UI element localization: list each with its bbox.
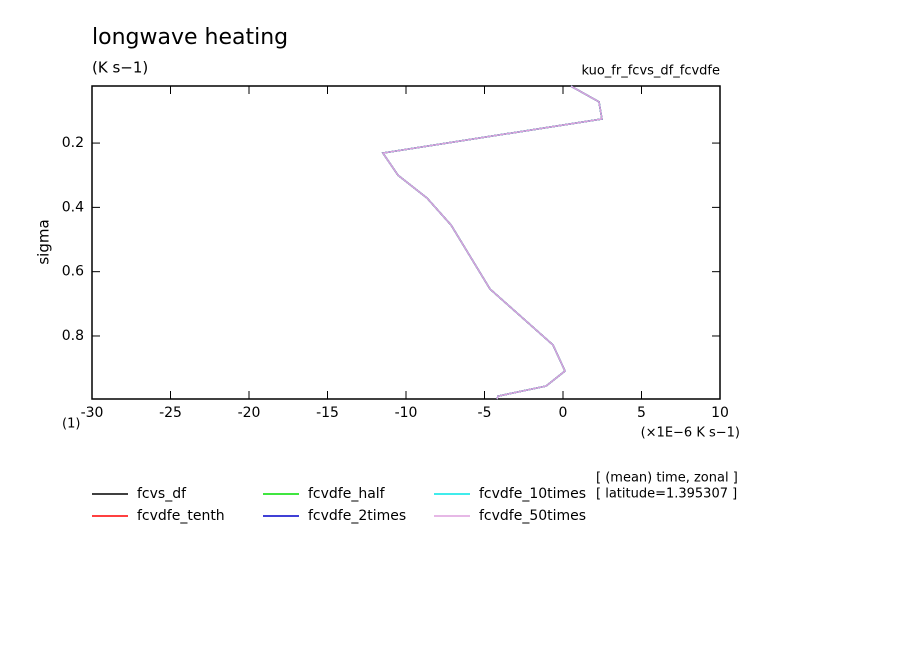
x-tick-label: -25: [159, 405, 182, 421]
annotation: [ (mean) time, zonal ]: [596, 471, 738, 486]
series-line: [381, 85, 603, 400]
y-tick-label: 0.6: [62, 264, 84, 280]
legend-label: fcvs_df: [137, 486, 187, 502]
x-tick-label: 10: [711, 405, 729, 421]
x-tick-label: -20: [238, 405, 261, 421]
series-line: [381, 85, 603, 400]
annotation: [ latitude=1.395307 ]: [596, 487, 737, 502]
legend-label: fcvdfe_10times: [479, 486, 586, 502]
y-tick-label: 0.4: [62, 199, 84, 215]
series-line: [381, 85, 603, 400]
x-tick-label: 5: [637, 405, 646, 421]
y-tick-label: 0.2: [62, 135, 84, 151]
chart-title: longwave heating: [92, 25, 288, 50]
series-line: [381, 85, 603, 400]
x-tick-label: -30: [81, 405, 104, 421]
legend-label: fcvdfe_50times: [479, 508, 586, 524]
top-right-label: kuo_fr_fcvs_df_fcvdfe: [581, 64, 720, 79]
y-tick-label: 0.8: [62, 328, 84, 344]
x-tick-label: -15: [316, 405, 339, 421]
series-line: [381, 85, 603, 400]
legend-label: fcvdfe_2times: [308, 508, 406, 524]
chart-subtitle: (K s−1): [92, 59, 148, 77]
corner-label: (1): [62, 417, 80, 432]
series-line: [381, 85, 603, 400]
legend-label: fcvdfe_half: [308, 486, 386, 502]
x-tick-label: 0: [559, 405, 568, 421]
y-axis-label: sigma: [35, 219, 53, 264]
x-tick-label: -10: [395, 405, 418, 421]
x-unit-label: (×1E−6 K s−1): [641, 426, 740, 441]
x-tick-label: -5: [478, 405, 492, 421]
legend-label: fcvdfe_tenth: [137, 508, 225, 524]
plot-frame: [91, 85, 721, 400]
